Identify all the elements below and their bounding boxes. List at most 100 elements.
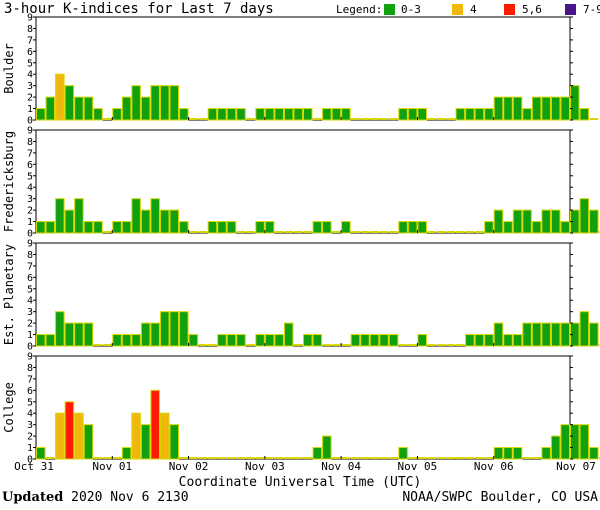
bar-boulder-39 <box>407 108 418 121</box>
bar-est-planetary-53 <box>541 322 551 347</box>
y-tick-label-boulder-6: 6 <box>27 47 33 58</box>
y-tick-label-est-planetary-5: 5 <box>27 284 33 295</box>
y-tick-label-est-planetary-3: 3 <box>27 307 33 318</box>
bar-college-9 <box>121 447 132 460</box>
y-tick-label-fredericksburg-2: 2 <box>27 206 33 217</box>
y-tick-label-boulder-3: 3 <box>27 81 33 92</box>
bar-boulder-26 <box>283 108 294 121</box>
bar-est-planetary-8 <box>112 334 122 347</box>
bar-college-55 <box>560 424 571 460</box>
bar-fredericksburg-1 <box>45 221 56 234</box>
bar-boulder-23 <box>255 108 265 121</box>
bar-est-planetary-10 <box>131 334 141 347</box>
panel-label-est-planetary: Est. Planetary <box>2 244 16 345</box>
bar-est-planetary-34 <box>360 334 370 347</box>
bar-fredericksburg-24 <box>264 221 275 234</box>
bar-est-planetary-25 <box>274 334 284 347</box>
bar-est-planetary-2 <box>55 311 65 347</box>
bar-boulder-13 <box>159 85 170 121</box>
bar-college-38 <box>398 447 408 460</box>
bar-college-11 <box>140 424 151 460</box>
legend-item-5-6: 5,6 <box>522 3 542 16</box>
bar-fredericksburg-47 <box>484 221 494 234</box>
bar-est-planetary-58 <box>589 322 599 347</box>
bar-college-56 <box>570 424 580 460</box>
y-tick-label-est-planetary-9: 9 <box>27 239 33 250</box>
bar-boulder-38 <box>398 108 408 121</box>
bar-fredericksburg-48 <box>493 209 504 234</box>
y-tick-label-fredericksburg-0: 0 <box>27 229 33 240</box>
bar-boulder-9 <box>121 96 132 121</box>
y-tick-label-fredericksburg-9: 9 <box>27 126 33 137</box>
bar-fredericksburg-30 <box>322 221 332 234</box>
y-tick-label-fredericksburg-4: 4 <box>27 183 33 194</box>
bar-est-planetary-52 <box>531 322 542 347</box>
bar-fredericksburg-4 <box>74 198 84 234</box>
y-tick-label-boulder-1: 1 <box>27 104 33 115</box>
bar-boulder-40 <box>417 108 427 121</box>
bar-est-planetary-45 <box>465 334 475 347</box>
y-tick-label-college-6: 6 <box>27 386 33 397</box>
legend-item-0-3: 0-3 <box>401 3 421 16</box>
bar-est-planetary-46 <box>474 334 485 347</box>
bar-est-planetary-0 <box>36 334 46 347</box>
y-tick-label-est-planetary-8: 8 <box>27 250 33 261</box>
bar-est-planetary-3 <box>64 322 75 347</box>
bar-college-57 <box>579 424 590 460</box>
bar-boulder-30 <box>322 108 332 121</box>
x-tick-label-7: Nov 07 <box>556 460 596 473</box>
bar-college-2 <box>55 412 65 460</box>
bar-est-planetary-24 <box>264 334 275 347</box>
bar-fredericksburg-38 <box>398 221 408 234</box>
bar-boulder-46 <box>474 108 485 121</box>
y-tick-label-college-0: 0 <box>27 455 33 466</box>
panel-frame-boulder <box>35 16 571 121</box>
bar-college-30 <box>322 435 332 460</box>
bar-boulder-28 <box>303 108 313 121</box>
bar-est-planetary-13 <box>159 311 170 347</box>
bar-fredericksburg-49 <box>503 221 513 234</box>
bar-fredericksburg-50 <box>512 209 523 234</box>
y-tick-label-fredericksburg-5: 5 <box>27 171 33 182</box>
bar-college-54 <box>550 435 561 460</box>
bar-est-planetary-35 <box>369 334 380 347</box>
bar-boulder-51 <box>522 108 532 121</box>
updated-label: Updated <box>2 490 64 505</box>
bar-fredericksburg-5 <box>83 221 94 234</box>
bar-fredericksburg-15 <box>179 221 189 234</box>
legend-item-4: 4 <box>470 3 477 16</box>
bar-boulder-21 <box>236 108 246 121</box>
bar-fredericksburg-53 <box>541 209 551 234</box>
x-tick-label-5: Nov 05 <box>398 460 438 473</box>
updated-info: Updated 2020 Nov 6 2130 <box>2 490 189 505</box>
y-tick-label-college-5: 5 <box>27 397 33 408</box>
bar-college-4 <box>74 412 84 460</box>
bar-est-planetary-48 <box>493 322 504 347</box>
panel-frame-est-planetary <box>35 242 571 347</box>
bar-college-10 <box>131 412 141 460</box>
y-tick-label-fredericksburg-7: 7 <box>27 148 33 159</box>
y-tick-label-college-9: 9 <box>27 352 33 363</box>
bar-boulder-48 <box>493 96 504 121</box>
bar-fredericksburg-3 <box>64 209 75 234</box>
bar-fredericksburg-20 <box>226 221 237 234</box>
bar-est-planetary-28 <box>303 334 313 347</box>
panel-label-college: College <box>2 382 16 433</box>
bar-est-planetary-20 <box>226 334 237 347</box>
bar-fredericksburg-57 <box>579 198 590 234</box>
bar-fredericksburg-10 <box>131 198 141 234</box>
bar-fredericksburg-29 <box>312 221 323 234</box>
x-tick-label-6: Nov 06 <box>474 460 514 473</box>
x-axis-title: Coordinate Universal Time (UTC) <box>178 475 422 490</box>
x-tick-label-2: Nov 02 <box>169 460 209 473</box>
bar-boulder-11 <box>140 96 151 121</box>
bar-est-planetary-9 <box>121 334 132 347</box>
legend-swatch-0-3 <box>384 4 395 15</box>
bar-est-planetary-11 <box>140 322 151 347</box>
bar-boulder-20 <box>226 108 237 121</box>
bar-fredericksburg-11 <box>140 209 151 234</box>
bar-boulder-52 <box>531 96 542 121</box>
bar-fredericksburg-9 <box>121 221 132 234</box>
bar-college-50 <box>512 447 523 460</box>
bar-boulder-6 <box>93 108 103 121</box>
